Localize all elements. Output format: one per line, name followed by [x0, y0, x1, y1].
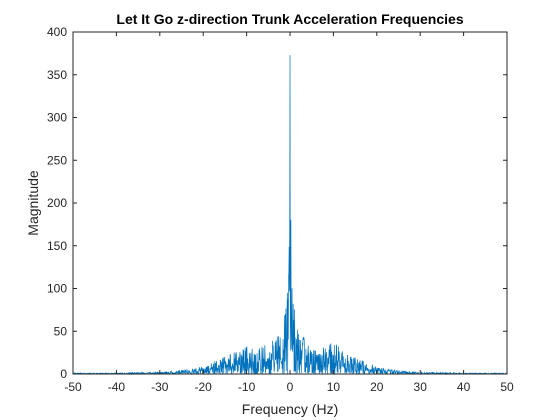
y-tick-label: 350	[47, 68, 67, 82]
x-tick-label: 50	[500, 380, 514, 394]
y-tick-label: 200	[47, 196, 67, 210]
y-tick-label: 0	[60, 367, 67, 381]
x-tick-label: 30	[414, 380, 428, 394]
x-tick-label: 20	[370, 380, 384, 394]
x-tick-layer: -50 -40 -30 -20 -10 0 10 20 30 40 50	[64, 32, 514, 394]
y-tick-label: 150	[47, 239, 67, 253]
y-tick-label: 50	[54, 324, 68, 338]
x-axis-label: Frequency (Hz)	[242, 401, 338, 417]
x-tick-label: -50	[64, 380, 82, 394]
y-axis-label: Magnitude	[25, 170, 41, 236]
y-tick-layer: 0 50 100 150 200 250 300 350 400	[47, 25, 507, 381]
x-tick-label: -20	[195, 380, 213, 394]
x-tick-label: 0	[287, 380, 294, 394]
x-tick-label: 10	[327, 380, 341, 394]
y-tick-label: 100	[47, 282, 67, 296]
x-tick-label: -10	[238, 380, 256, 394]
x-tick-label: -40	[108, 380, 126, 394]
y-tick-label: 300	[47, 111, 67, 125]
x-tick-label: 40	[457, 380, 471, 394]
y-tick-label: 250	[47, 153, 67, 167]
y-tick-label: 400	[47, 25, 67, 39]
chart-title: Let It Go z-direction Trunk Acceleration…	[116, 11, 463, 27]
x-tick-label: -30	[151, 380, 169, 394]
